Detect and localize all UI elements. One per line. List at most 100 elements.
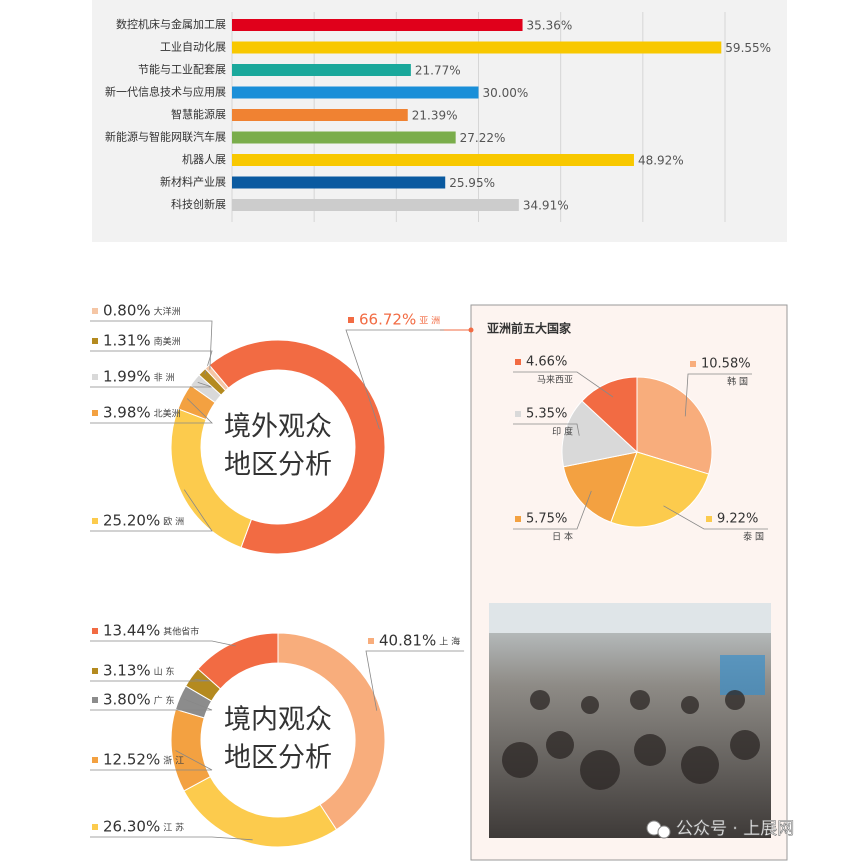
legend-swatch [92, 628, 98, 634]
legend-swatch [92, 338, 98, 344]
legend-swatch [92, 308, 98, 314]
bar [232, 19, 523, 31]
value-label: 34.91% [523, 199, 569, 213]
slice [197, 632, 279, 690]
value-label: 1.99% [103, 368, 151, 386]
leader-line [90, 640, 236, 647]
value-label: 3.13% [103, 662, 151, 680]
photo [489, 603, 771, 838]
category-label: 泰 国 [743, 531, 764, 543]
legend-swatch [348, 317, 354, 323]
legend-swatch [706, 516, 712, 522]
category-label: 亚 洲 [419, 316, 440, 327]
slice [562, 451, 638, 523]
category-label: 新能源与智能网联汽车展 [105, 130, 226, 144]
category-label: 其他省市 [163, 626, 199, 638]
value-label: 21.77% [415, 64, 461, 78]
category-label: 欧 洲 [163, 516, 184, 528]
value-label: 0.80% [103, 302, 151, 320]
bar [232, 176, 446, 189]
value-label: 9.22% [717, 512, 758, 527]
value-label: 27.22% [460, 131, 506, 145]
leader-line [513, 371, 614, 398]
category-label: 南美洲 [154, 336, 181, 348]
category-label: 山 东 [154, 666, 175, 678]
center-text: 地区分析 [224, 743, 332, 774]
category-label: 数控机床与金属加工展 [116, 17, 226, 31]
category-label: 智慧能源展 [171, 107, 226, 121]
leader-line [90, 750, 213, 771]
value-label: 66.72% [359, 311, 416, 329]
value-label: 48.92% [638, 154, 684, 168]
legend-swatch [515, 359, 521, 365]
category-label: 科技创新展 [171, 197, 226, 211]
center-text: 境内观众 [224, 705, 332, 736]
bar [232, 64, 411, 76]
slice [636, 376, 713, 475]
legend-swatch [368, 638, 374, 644]
bar [232, 131, 456, 144]
legend-swatch [92, 518, 98, 524]
value-label: 35.36% [527, 19, 573, 33]
value-label: 3.98% [103, 404, 151, 422]
value-label: 21.39% [412, 109, 458, 123]
value-label: 10.58% [701, 357, 751, 372]
value-label: 12.52% [103, 751, 160, 769]
center-text: 地区分析 [224, 450, 332, 481]
legend-swatch [690, 361, 696, 367]
legend-swatch [92, 824, 98, 830]
value-label: 5.35% [526, 407, 567, 422]
leader-line [90, 489, 213, 532]
leader-line [90, 398, 213, 424]
value-label: 26.30% [103, 818, 160, 836]
connector-dot [468, 327, 474, 333]
category-label: 节能与工业配套展 [138, 62, 226, 76]
category-label: 北美洲 [154, 408, 181, 420]
category-label: 日 本 [552, 531, 573, 543]
category-label: 江 苏 [163, 822, 184, 834]
category-label: 工业自动化展 [160, 40, 226, 54]
center-text: 境外观众 [224, 412, 332, 443]
leader-line [513, 490, 592, 530]
category-label: 机器人展 [182, 152, 226, 166]
category-label: 浙 江 [163, 755, 184, 767]
leader-line [90, 836, 253, 841]
slice [170, 708, 211, 792]
leader-line [663, 505, 768, 530]
chart-title: 亚洲前五大国家 [487, 321, 572, 336]
watermark: 公众号 · 上展网 [676, 819, 794, 839]
leader-line [684, 373, 752, 417]
category-label: 印 度 [552, 426, 573, 438]
legend-swatch [92, 374, 98, 380]
leader-line [90, 320, 213, 370]
category-label: 上 海 [439, 636, 460, 648]
legend-swatch [92, 757, 98, 763]
category-label: 大洋洲 [154, 306, 181, 318]
slice [561, 400, 639, 468]
value-label: 25.20% [103, 512, 160, 530]
value-label: 13.44% [103, 622, 160, 640]
value-label: 40.81% [379, 632, 436, 650]
value-label: 4.66% [526, 355, 567, 370]
bar [232, 41, 722, 54]
value-label: 5.75% [526, 512, 567, 527]
watermark-icon [646, 820, 671, 839]
bar [232, 154, 634, 166]
legend-swatch [92, 697, 98, 703]
leader-line [365, 650, 465, 711]
leader-line [513, 423, 580, 436]
legend-swatch [515, 516, 521, 522]
category-label: 马来西亚 [537, 375, 573, 386]
category-label: 广 东 [154, 695, 175, 707]
bar [232, 199, 519, 211]
category-label: 新一代信息技术与应用展 [105, 85, 226, 99]
slice [208, 339, 386, 555]
slice [581, 376, 638, 454]
value-label: 3.80% [103, 691, 151, 709]
value-label: 59.55% [725, 41, 771, 55]
slice [204, 364, 230, 392]
leader-line [345, 329, 445, 430]
legend-swatch [515, 411, 521, 417]
legend-swatch [92, 668, 98, 674]
